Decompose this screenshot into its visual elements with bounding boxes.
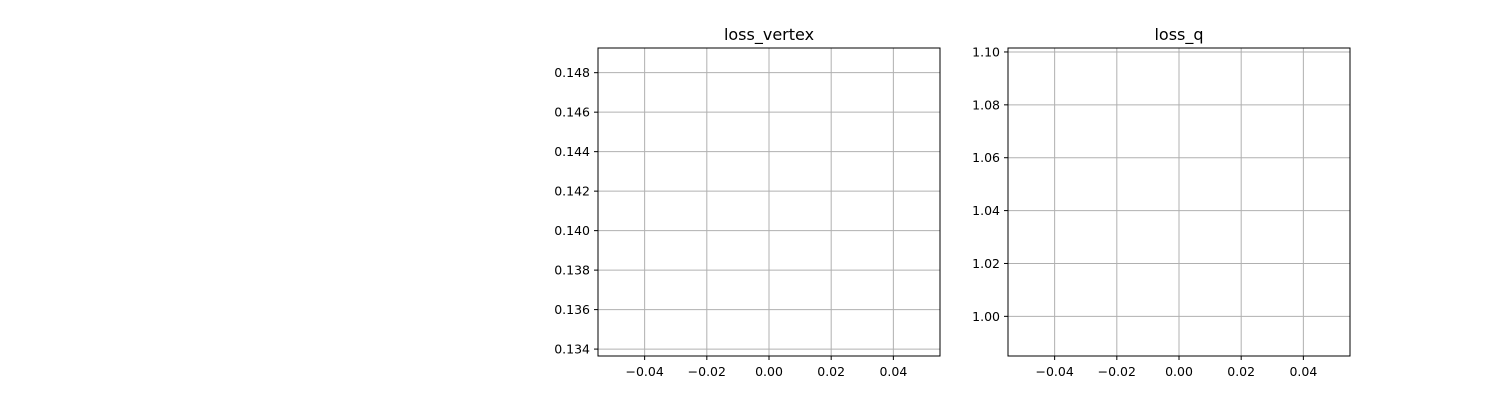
x-tick-label: −0.02: [688, 364, 726, 379]
x-tick-label: −0.04: [1035, 364, 1073, 379]
y-tick-label: 0.142: [554, 184, 590, 199]
y-tick-label: 1.04: [972, 203, 1000, 218]
y-tick-label: 0.138: [554, 263, 590, 278]
y-tick-label: 1.08: [972, 97, 1000, 112]
x-tick-label: 0.04: [1289, 364, 1317, 379]
chart-panel-loss-q: −0.04 −0.02 0.00 0.02 0.04 1.00 1.02 1.04 1.06 1.…: [972, 25, 1351, 379]
chart-panel-loss-vertex: −0.04 −0.02 0.00 0.02 0.04 0.134 0.136 0.138 0.1…: [554, 25, 941, 379]
y-tick-label: 0.140: [554, 223, 590, 238]
y-tick-label: 1.10: [972, 44, 1000, 59]
x-tick-label: 0.02: [817, 364, 845, 379]
x-tick-label: 0.00: [1165, 364, 1193, 379]
y-tick-label: 1.02: [972, 256, 1000, 271]
axes-frame: [1007, 47, 1351, 357]
y-tick-label: 0.144: [554, 144, 590, 159]
y-tick-label: 0.146: [554, 105, 590, 120]
y-tick-label: 0.136: [554, 302, 590, 317]
x-tick-label: −0.02: [1098, 364, 1136, 379]
y-tick-label: 1.06: [972, 150, 1000, 165]
x-tick-label: 0.00: [755, 364, 783, 379]
y-tick-label: 0.134: [554, 342, 590, 357]
x-tick-label: −0.04: [625, 364, 663, 379]
y-tick-label: 1.00: [972, 309, 1000, 324]
axes-frame: [597, 47, 941, 357]
chart-title-loss-q: loss_q: [1154, 25, 1203, 45]
x-tick-label: 0.02: [1227, 364, 1255, 379]
chart-title-loss-vertex: loss_vertex: [724, 25, 814, 45]
x-tick-label: 0.04: [879, 364, 907, 379]
y-tick-label: 0.148: [554, 65, 590, 80]
